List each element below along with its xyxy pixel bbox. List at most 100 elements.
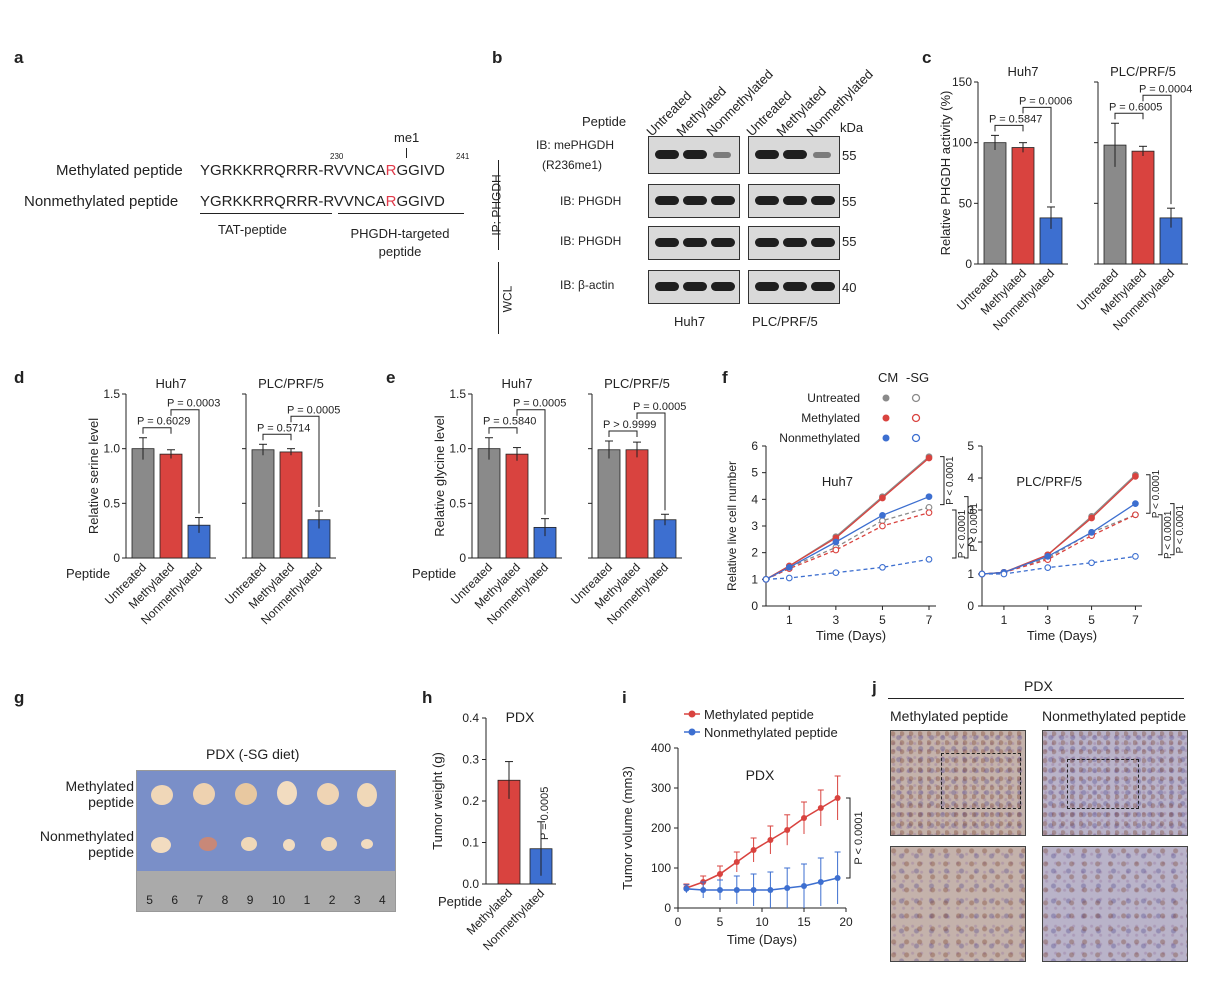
ruler-mark: 10 xyxy=(271,893,286,907)
p-bracket xyxy=(952,509,957,559)
data-point xyxy=(978,570,986,578)
y-tick-label: 300 xyxy=(651,781,671,795)
x-tick-label: 5 xyxy=(717,915,724,929)
panel-i-chart: Methylated peptide Nonmethylated peptide P… xyxy=(620,707,865,947)
y-tick-label: 0.5 xyxy=(103,496,120,510)
bar xyxy=(505,453,529,559)
group-title: PLC/PRF/5 xyxy=(604,376,670,391)
chart-title: PDX xyxy=(746,767,775,783)
row-label: peptide xyxy=(88,794,134,810)
blot-band xyxy=(813,152,831,158)
y-tick-label: 0.2 xyxy=(462,794,479,808)
legend-label: Methylated xyxy=(801,411,860,425)
x-axis-label: Time (Days) xyxy=(1027,628,1097,643)
group-title: PLC/PRF/5 xyxy=(258,376,324,391)
tumor xyxy=(193,783,215,805)
ihc-zoom-nonmethylated xyxy=(1042,846,1188,962)
series-line xyxy=(981,503,1136,575)
peptide-header: Peptide xyxy=(582,114,627,129)
y-tick-label: 0.1 xyxy=(462,836,479,850)
data-point xyxy=(784,827,791,833)
ruler-mark: 4 xyxy=(379,893,386,907)
y-tick-label: 100 xyxy=(651,861,671,875)
lane-labels: Untreated Methylated Nonmethylated Untre… xyxy=(643,67,875,139)
blot-row-label: IB: mePHGDH xyxy=(536,138,615,152)
data-point xyxy=(817,879,824,885)
x-tick-label: 7 xyxy=(926,613,933,627)
ruler-mark: 7 xyxy=(196,893,204,907)
legend-marker xyxy=(911,433,921,443)
data-point xyxy=(750,847,757,853)
panel-g-title: PDX (-SG diet) xyxy=(206,746,300,762)
x-tick-label: 3 xyxy=(833,613,840,627)
kda-marker: 40 xyxy=(842,280,857,295)
data-point xyxy=(832,569,840,577)
wcl-label: WCL xyxy=(500,285,515,313)
y-tick-label: 0 xyxy=(751,599,758,613)
data-point xyxy=(762,575,770,583)
kda-marker: 55 xyxy=(842,194,857,209)
group-title: Huh7 xyxy=(155,376,186,391)
blot-box xyxy=(748,270,840,304)
bar xyxy=(1131,150,1155,265)
y-tick-label: 1.0 xyxy=(103,442,120,456)
series-line xyxy=(686,797,839,889)
y-tick-label: 4 xyxy=(967,471,974,485)
p-bracket xyxy=(964,496,969,559)
data-point xyxy=(879,563,886,571)
p-value: P = 0.0005 xyxy=(539,787,551,840)
y-tick-label: 150 xyxy=(952,75,972,89)
blot-band xyxy=(783,196,807,205)
y-axis-label: Relative live cell number xyxy=(725,461,739,591)
row-label: peptide xyxy=(88,844,134,860)
legend-marker xyxy=(882,434,890,442)
y-tick-label: 50 xyxy=(959,196,973,210)
data-point xyxy=(879,511,886,519)
panel-letter-e: e xyxy=(386,368,396,387)
data-point xyxy=(832,546,840,554)
p-bracket xyxy=(1114,112,1144,120)
blot-box xyxy=(748,136,840,174)
blot-row-label: (R236me1) xyxy=(542,158,603,172)
p-value: P < 0.0001 xyxy=(957,509,968,558)
tat-peptide-label: TAT-peptide xyxy=(218,222,287,237)
ruler-mark: 3 xyxy=(353,893,361,907)
ihc-image-nonmethylated xyxy=(1042,730,1188,836)
data-point xyxy=(879,494,886,502)
tumor xyxy=(151,785,173,805)
ruler-mark: 2 xyxy=(328,893,336,907)
phgdh-underline xyxy=(338,213,464,214)
panel-letter-b: b xyxy=(492,48,503,67)
tat-underline xyxy=(200,213,332,214)
row-label: Nonmethylated xyxy=(39,828,134,844)
data-point xyxy=(1088,514,1095,522)
ip-bracket xyxy=(498,160,499,250)
data-point xyxy=(1132,511,1139,519)
p-bracket xyxy=(142,427,172,434)
ihc-left-label: Methylated peptide xyxy=(890,708,1009,724)
data-point xyxy=(785,574,793,582)
blot-band xyxy=(783,238,807,247)
p-value: P = 0.0003 xyxy=(167,398,220,410)
bar xyxy=(251,449,275,559)
panel-letter-a: a xyxy=(14,48,24,67)
blot-band xyxy=(783,150,807,159)
panel-f-chart: CM -SG Untreated Methylated Nonmethylated 0 1 2… xyxy=(725,370,1186,643)
y-tick-label: 4 xyxy=(751,492,758,506)
bar xyxy=(653,519,677,559)
p-value: P = 0.5847 xyxy=(989,113,1042,125)
row-label: Methylated xyxy=(65,778,134,794)
x-tick-label: 1 xyxy=(786,613,793,627)
blot-box xyxy=(648,270,740,304)
tumor xyxy=(357,783,377,807)
p-bracket xyxy=(262,433,292,441)
data-point xyxy=(1000,570,1008,578)
kda-marker: 55 xyxy=(842,234,857,249)
tumor xyxy=(151,837,171,853)
y-axis-label: Relative PHGDH activity (%) xyxy=(938,91,953,256)
tumor xyxy=(361,839,373,849)
data-point xyxy=(925,493,933,501)
p-value: P = 0.0005 xyxy=(287,404,340,416)
x-tick-label: 1 xyxy=(1001,613,1008,627)
legend-marker xyxy=(882,414,890,422)
